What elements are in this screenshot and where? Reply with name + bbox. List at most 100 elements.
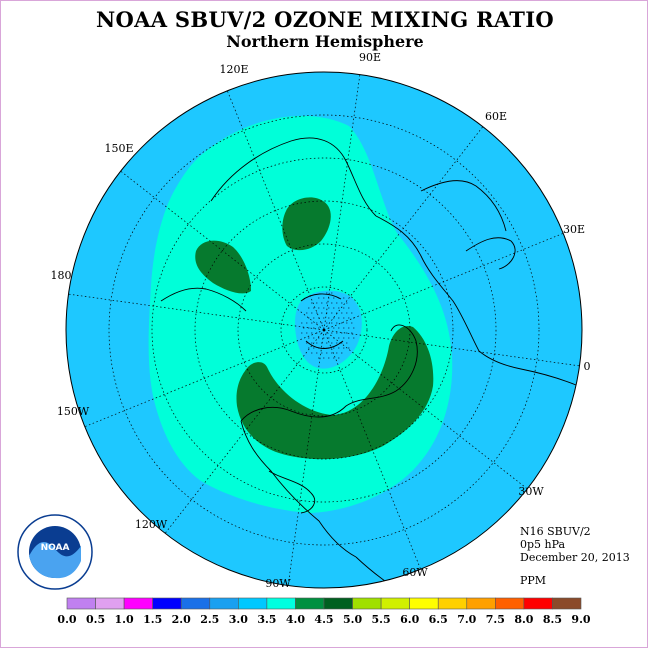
- legend-swatch: [495, 597, 525, 610]
- legend-tick-label: 0.0: [57, 613, 76, 626]
- stipple-dot: [311, 302, 313, 304]
- stipple-dot: [321, 352, 323, 354]
- legend-tick-label: 2.5: [200, 613, 219, 626]
- stipple-dot: [323, 317, 325, 319]
- meridian-line: [323, 126, 484, 331]
- stipple-dot: [341, 302, 343, 304]
- lon-label-150e: 150E: [104, 142, 133, 155]
- legend-tick-label: 4.0: [286, 613, 305, 626]
- legend-tick-label: 9.0: [571, 613, 590, 626]
- meridian-line: [227, 90, 325, 331]
- legend-swatch: [152, 597, 182, 610]
- stipple-dot: [313, 337, 315, 339]
- stipple-dot: [326, 322, 328, 324]
- stipple-dot: [348, 327, 350, 329]
- stipple-dot: [343, 297, 345, 299]
- stipple-dot: [343, 327, 345, 329]
- stipple-dot: [343, 337, 345, 339]
- page-subtitle: Northern Hemisphere: [226, 32, 424, 51]
- meridian-line: [323, 329, 528, 490]
- legend-tick-label: 3.0: [229, 613, 248, 626]
- legend-tick-label: 0.5: [86, 613, 105, 626]
- stipple-dot: [348, 337, 350, 339]
- coastlines: [160, 137, 577, 588]
- stipple-dot: [346, 312, 348, 314]
- page-title: NOAA SBUV/2 OZONE MIXING RATIO: [96, 7, 554, 32]
- stipple-dot: [311, 352, 313, 354]
- stipple-dot: [346, 342, 348, 344]
- stipple-dot: [326, 342, 328, 344]
- stipple-dot: [333, 297, 335, 299]
- meridian-line: [164, 329, 325, 534]
- stipple-dot: [341, 332, 343, 334]
- stipple-dot: [338, 327, 340, 329]
- stipple-dot: [321, 302, 323, 304]
- stipple-dot: [346, 302, 348, 304]
- legend-tick-label: 4.5: [314, 613, 333, 626]
- stipple-dot: [336, 352, 338, 354]
- stipple-dot: [316, 342, 318, 344]
- lon-label-180: 180: [51, 269, 72, 282]
- stipple-dot: [331, 352, 333, 354]
- stipple-dot: [338, 337, 340, 339]
- legend-swatch: [409, 597, 439, 610]
- stipple-dot: [346, 332, 348, 334]
- legend-tick-label: 3.5: [257, 613, 276, 626]
- stipple-dot: [316, 352, 318, 354]
- stipple-dot: [306, 312, 308, 314]
- stipple-dot: [323, 327, 325, 329]
- stipple-dot: [353, 327, 355, 329]
- contour-4-5-ppm-north: [282, 197, 331, 251]
- lon-label-90w: 90W: [265, 577, 291, 590]
- lon-label-30e: 30E: [563, 223, 585, 236]
- meridian-line: [323, 74, 361, 331]
- legend-swatch: [437, 597, 468, 610]
- stipple-dot: [316, 302, 318, 304]
- legend-tick-label: 5.5: [372, 613, 391, 626]
- stipple-dot: [336, 322, 338, 324]
- stipple-dot: [316, 322, 318, 324]
- legend-tick-label: 1.5: [143, 613, 162, 626]
- stipple-dot: [318, 307, 320, 309]
- legend-swatch: [295, 597, 325, 610]
- legend-swatch: [552, 597, 582, 610]
- stipple-dot: [331, 322, 333, 324]
- stipple-dot: [331, 342, 333, 344]
- lon-label-120e: 120E: [219, 63, 248, 76]
- legend-tick-label: 6.5: [429, 613, 448, 626]
- stipple-dot: [348, 347, 350, 349]
- stipple-dot: [333, 357, 335, 359]
- lon-label-60e: 60E: [485, 110, 507, 123]
- stipple-dot: [336, 342, 338, 344]
- stipple-dot: [308, 347, 310, 349]
- lon-label-30w: 30W: [518, 485, 544, 498]
- stipple-dot: [318, 357, 320, 359]
- meridian-line: [68, 293, 325, 331]
- stipple-dot: [348, 317, 350, 319]
- stipple-dot: [336, 332, 338, 334]
- stipple-dot: [331, 302, 333, 304]
- stipple-dot: [341, 322, 343, 324]
- legend-tick-label: 1.0: [115, 613, 134, 626]
- stipple-dot: [338, 347, 340, 349]
- stipple-dot: [328, 307, 330, 309]
- stipple-dot: [346, 322, 348, 324]
- legend-tick-label: 7.5: [486, 613, 505, 626]
- stipple-dot: [306, 322, 308, 324]
- stipple-dot: [323, 337, 325, 339]
- stipple-dot: [328, 357, 330, 359]
- stipple-dot: [316, 312, 318, 314]
- legend-swatch: [380, 597, 410, 610]
- stipple-dot: [331, 332, 333, 334]
- legend-tick-label: 7.0: [457, 613, 476, 626]
- stipple-dot: [308, 317, 310, 319]
- lon-label-150w: 150W: [57, 405, 90, 418]
- legend-swatch: [95, 597, 125, 610]
- stipple-dot: [308, 307, 310, 309]
- stipple-dot: [311, 332, 313, 334]
- meridian-line: [323, 329, 421, 570]
- legend-tick-label: 8.0: [514, 613, 533, 626]
